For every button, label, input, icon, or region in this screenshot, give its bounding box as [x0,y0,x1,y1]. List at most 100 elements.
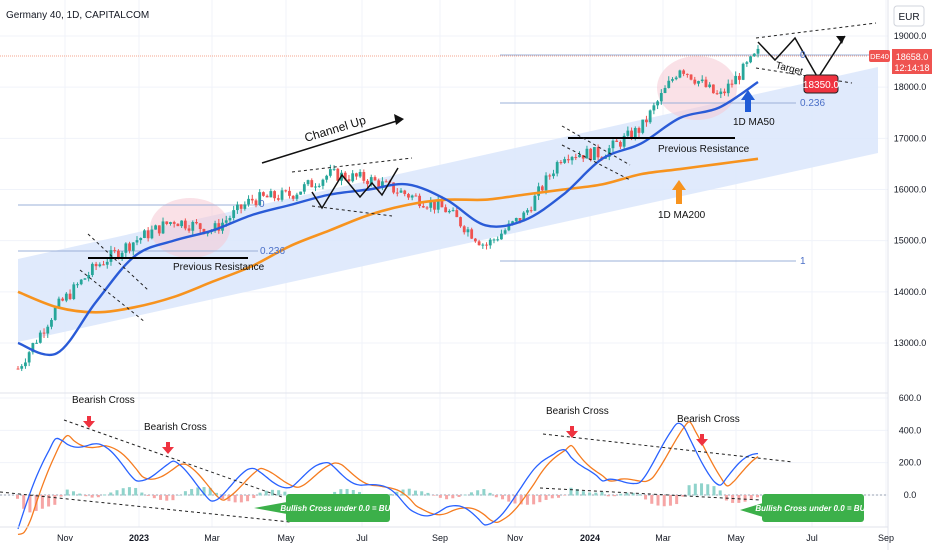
candle-body [559,162,563,164]
candle-body [414,195,418,197]
histogram-bar [59,495,63,497]
histogram-bar [16,495,19,499]
histogram-bar [687,485,691,496]
histogram-bar [569,487,573,496]
candle-body [239,204,243,209]
candle-body [581,155,585,159]
time-axis-ticks[interactable]: Nov 2023 Mar May Jul Sep Nov 2024 Mar May Jul Sep [57,533,894,543]
bearish-cross-4: Bearish Cross [677,414,740,446]
ma200-label: 1D MA200 [658,210,706,221]
histogram-bar [140,492,144,496]
candle-body [734,75,738,85]
candle-body [678,70,682,78]
candle-body [302,184,306,192]
prev-resistance-label-2: Previous Resistance [658,144,750,155]
candle-body [76,284,79,286]
histogram-bar [625,492,629,496]
time-tick-label: Mar [204,533,220,543]
histogram-bar [103,494,107,496]
candle-body [291,195,295,199]
candle-body [232,210,236,218]
histogram-bar [221,495,225,500]
osc-tick-label: 0.0 [904,490,917,500]
candle-body [157,225,161,234]
candle-body [719,91,723,95]
time-tick-label: May [277,533,295,543]
candle-body [46,326,50,334]
candle-body [269,191,273,198]
candle-body [265,195,269,198]
candle-body [61,298,65,301]
candle-body [511,221,514,224]
candle-body [280,190,284,200]
histogram-bar [525,495,529,505]
candle-body [94,263,98,267]
zigzag-projection-head [836,36,845,44]
histogram-bar [196,487,200,496]
candle-body [451,210,455,212]
candle-body [27,352,31,363]
candle-body [332,168,336,170]
resistance-circle-2 [657,56,737,120]
candle-body [165,221,169,224]
candle-body [459,217,462,227]
candle-body [187,228,191,231]
candle-body [656,101,659,106]
candle-body [533,195,537,211]
candle-body [213,223,217,231]
candle-body [172,222,176,224]
svg-text:Bearish Cross: Bearish Cross [677,414,740,425]
candle-body [403,190,407,195]
symbol-tag-text: DE40 [870,52,889,61]
candle-body [674,77,678,80]
time-tick-label: Jul [356,533,368,543]
symbol-tag [869,50,890,62]
histogram-bar [407,488,411,496]
candle-body [615,140,619,142]
candle-body [711,84,715,94]
candle-body [328,169,332,176]
candle-body [503,230,507,234]
candle-body [384,181,388,183]
candle-body [258,192,262,206]
prev-resistance-label-1: Previous Resistance [173,262,265,273]
candle-body [395,192,399,194]
histogram-bar [594,492,598,496]
candle-body [325,175,329,180]
candle-body [224,220,228,223]
candle-body [351,173,355,182]
bearish-cross-3: Bearish Cross [546,406,609,438]
candle-body [544,175,548,191]
candle-body [64,293,68,301]
histogram-bar [339,489,343,496]
candle-body [90,263,94,276]
candle-body [700,79,704,82]
histogram-bar [476,490,480,496]
histogram-bar [227,495,231,502]
price-axis-bg[interactable] [888,0,932,550]
candle-body [433,201,436,210]
ma200-arrow [672,180,686,204]
histogram-bar [333,491,337,496]
currency-button[interactable] [893,5,925,27]
time-tick-label: 2024 [580,533,600,543]
candle-body [685,73,689,75]
histogram-bar [557,495,561,498]
histogram-bar [600,491,604,496]
histogram-bar [488,492,492,496]
histogram-bar [389,493,393,496]
osc-tick-label: 600.0 [899,393,922,403]
candle-body [447,210,451,213]
svg-text:Bullish Cross under 0.0 = BUY: Bullish Cross under 0.0 = BUY [280,504,396,513]
candle-body [596,147,600,158]
candle-body [440,200,444,208]
candle-body [35,342,38,344]
candle-body [273,191,276,199]
candle-body [537,186,541,196]
candle-body [738,75,741,80]
candle-body [578,155,581,158]
histogram-bar [637,494,641,496]
candle-body [195,222,198,224]
candle-body [254,200,258,206]
